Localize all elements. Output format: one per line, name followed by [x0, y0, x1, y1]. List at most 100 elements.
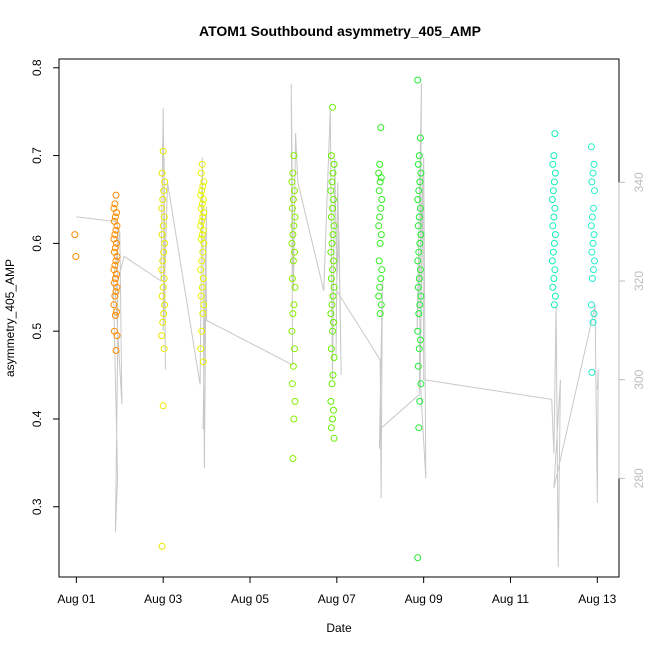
data-point [200, 301, 208, 309]
data-point [112, 347, 120, 354]
data-point [329, 103, 336, 111]
data-point [549, 160, 557, 168]
data-point [160, 187, 168, 195]
data-point [327, 152, 335, 160]
data-point [551, 266, 559, 274]
data-point [417, 169, 425, 177]
data-point [376, 213, 384, 221]
data-point [377, 124, 385, 131]
data-point [160, 310, 168, 318]
data-point [377, 204, 385, 212]
data-point [375, 222, 383, 230]
data-point [587, 143, 595, 151]
data-point [329, 266, 336, 274]
point-cluster [587, 143, 598, 376]
data-point [415, 424, 423, 432]
data-point [289, 169, 297, 177]
data-point [590, 160, 598, 168]
data-point [550, 301, 558, 309]
data-point [327, 275, 335, 282]
data-point [378, 266, 386, 274]
data-point [198, 327, 206, 335]
data-point [72, 253, 80, 260]
data-point [549, 283, 557, 291]
data-point [112, 191, 120, 199]
data-point [288, 327, 296, 335]
data-point [328, 239, 336, 247]
data-point [416, 397, 424, 405]
data-point [110, 204, 118, 212]
data-point [199, 182, 207, 190]
data-point [110, 248, 118, 256]
data-point [590, 231, 598, 239]
x-tick-label: Aug 07 [318, 592, 356, 606]
data-point [588, 368, 596, 376]
data-point [550, 213, 558, 221]
point-cluster [327, 103, 338, 442]
points-layer [71, 76, 598, 562]
data-point [160, 248, 168, 256]
data-point [160, 345, 168, 353]
data-point [112, 226, 120, 234]
data-point [197, 266, 205, 274]
x-tick-label: Aug 01 [57, 592, 95, 606]
data-point [589, 169, 597, 177]
data-point [197, 169, 205, 177]
data-point [158, 332, 166, 340]
data-point [111, 200, 119, 208]
data-point [291, 248, 298, 256]
data-point [197, 345, 205, 353]
data-point [112, 288, 120, 296]
data-point [417, 292, 425, 300]
data-point [330, 406, 337, 414]
y-axis-left: 0.3 0.4 0.5 0.6 0.7 0.8 [30, 59, 60, 515]
data-point [550, 275, 558, 282]
data-point [288, 275, 296, 282]
data-point [290, 222, 298, 230]
data-point [415, 310, 423, 318]
y-tick-label: 0.5 [30, 323, 44, 340]
data-point [198, 231, 206, 239]
data-point [589, 318, 597, 326]
data-point [330, 196, 337, 203]
data-point [289, 362, 297, 370]
data-point [110, 279, 118, 287]
x-tick-label: Aug 03 [144, 592, 182, 606]
data-point [200, 178, 208, 186]
data-point [198, 257, 206, 265]
y-axis-right: 280 300 320 340 [618, 172, 646, 488]
y-tick-label: 0.6 [30, 235, 44, 252]
data-point [290, 152, 298, 160]
data-point [327, 345, 335, 353]
data-point [159, 283, 167, 291]
chart-title: ATOM1 Southbound asymmetry_405_AMP [199, 23, 481, 39]
plot-frame [58, 58, 620, 578]
data-point [588, 248, 596, 256]
data-point [199, 310, 207, 318]
data-point [416, 301, 424, 309]
data-point [416, 239, 424, 247]
y2-tick-label: 340 [632, 172, 646, 192]
data-point [199, 213, 207, 221]
data-point [291, 213, 299, 221]
data-point [288, 178, 296, 186]
data-point [375, 169, 383, 177]
data-point [158, 169, 166, 177]
data-point [376, 178, 384, 186]
data-point [289, 455, 297, 462]
data-point [160, 275, 168, 282]
x-axis-label: Date [326, 621, 352, 635]
data-point [111, 292, 119, 300]
point-cluster [158, 147, 169, 550]
data-point [588, 213, 596, 221]
data-point [376, 239, 384, 247]
data-point [112, 257, 120, 265]
gray-line-layer [76, 83, 599, 568]
data-point [160, 213, 168, 221]
data-point [111, 311, 119, 319]
data-point [158, 204, 166, 212]
data-point [111, 261, 119, 269]
data-point [376, 310, 384, 318]
point-cluster [71, 231, 80, 260]
data-point [377, 275, 385, 282]
